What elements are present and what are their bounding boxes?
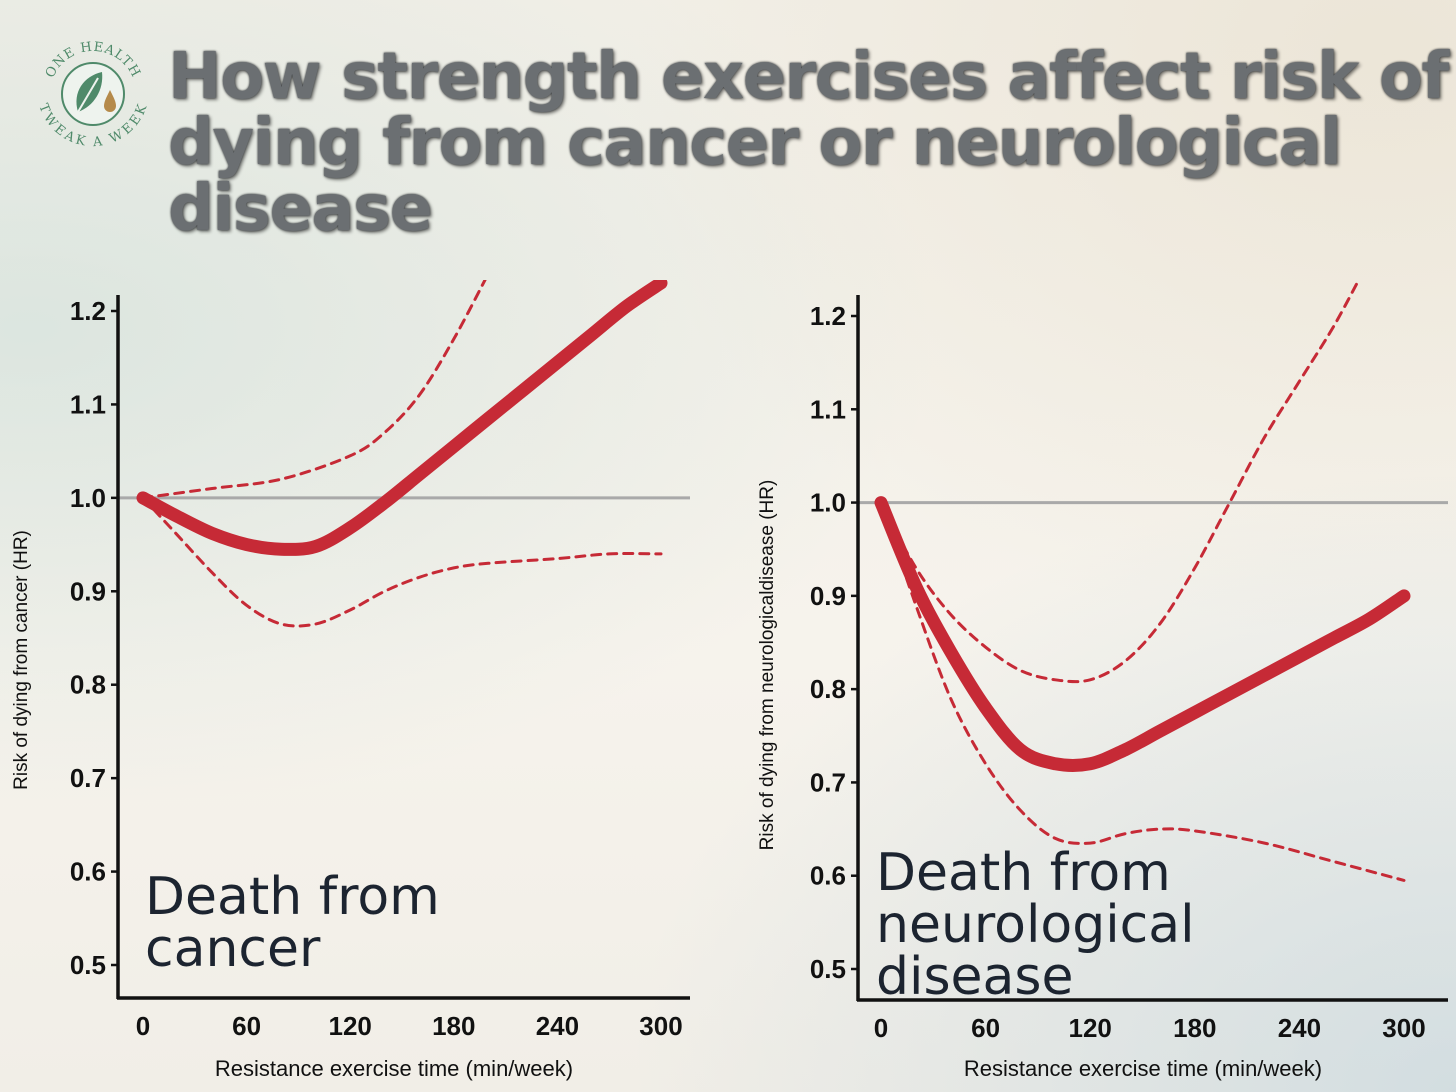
y-tick-label: 0.5: [70, 950, 106, 980]
series-upper-ci-line: [879, 280, 1361, 684]
x-tick-label: 0: [136, 1011, 150, 1041]
x-tick-label: 60: [232, 1011, 261, 1041]
x-tick-label: 180: [1173, 1013, 1216, 1043]
x-axis-label: Resistance exercise time (min/week): [215, 1056, 573, 1081]
x-tick-label: 180: [432, 1011, 475, 1041]
panel-title-line: disease: [876, 947, 1074, 1007]
x-tick-label: 240: [536, 1011, 579, 1041]
x-tick-label: 240: [1278, 1013, 1321, 1043]
y-tick-label: 0.5: [810, 954, 846, 984]
x-tick-label: 300: [639, 1011, 682, 1041]
page-title: How strength exercises affect risk of dy…: [168, 40, 1449, 246]
leaf-drop-icon: [76, 72, 116, 113]
y-tick-label: 1.1: [810, 394, 846, 424]
y-tick-label: 1.1: [70, 389, 106, 419]
y-axis-label: Risk of dying from neurologicaldisease (…: [757, 480, 778, 851]
y-tick-label: 1.0: [810, 488, 846, 518]
y-tick-label: 1.2: [70, 296, 106, 326]
panel-title-line: cancer: [145, 919, 321, 979]
y-tick-label: 1.0: [70, 483, 106, 513]
series-group: [874, 280, 1411, 882]
y-tick-label: 0.7: [70, 763, 106, 793]
chart-panel-1: 0.5 0.6 0.7 0.8 0.9 1.0 1.1 1.2 0 60 120 180 240 300 R…: [11, 280, 690, 1081]
series-lower-ci-line: [141, 496, 663, 628]
x-tick-label: 120: [329, 1011, 372, 1041]
y-tick-label: 0.8: [70, 670, 106, 700]
series-upper-ci-line: [141, 280, 487, 500]
panel-title-line: neurological: [876, 895, 1195, 955]
series-estimate-line: [874, 496, 1411, 773]
x-tick-label: 0: [874, 1013, 888, 1043]
y-tick-label: 0.7: [810, 767, 846, 797]
y-tick-label: 0.6: [810, 861, 846, 891]
x-tick-label: 60: [971, 1013, 1000, 1043]
x-tick-label: 300: [1382, 1013, 1425, 1043]
chart-panel-2: 0.5 0.6 0.7 0.8 0.9 1.0 1.1 1.2 0 60 120 180 240 300 R…: [757, 280, 1448, 1081]
series-estimate-line: [136, 280, 668, 556]
panel-title-line: Death from: [876, 843, 1171, 903]
series-group: [136, 280, 668, 628]
panel-title-line: Death from: [145, 867, 440, 927]
one-health-logo: ONE HEALTH TWEAK A WEEK: [35, 40, 149, 150]
y-tick-label: 0.8: [810, 674, 846, 704]
y-tick-label: 0.9: [810, 581, 846, 611]
x-tick-label: 120: [1069, 1013, 1112, 1043]
y-tick-label: 0.6: [70, 857, 106, 887]
y-tick-label: 0.9: [70, 576, 106, 606]
y-tick-label: 1.2: [810, 301, 846, 331]
x-axis-label: Resistance exercise time (min/week): [964, 1056, 1322, 1081]
series-lower-ci-line: [879, 501, 1406, 882]
y-axis-label: Risk of dying from cancer (HR): [11, 530, 32, 790]
